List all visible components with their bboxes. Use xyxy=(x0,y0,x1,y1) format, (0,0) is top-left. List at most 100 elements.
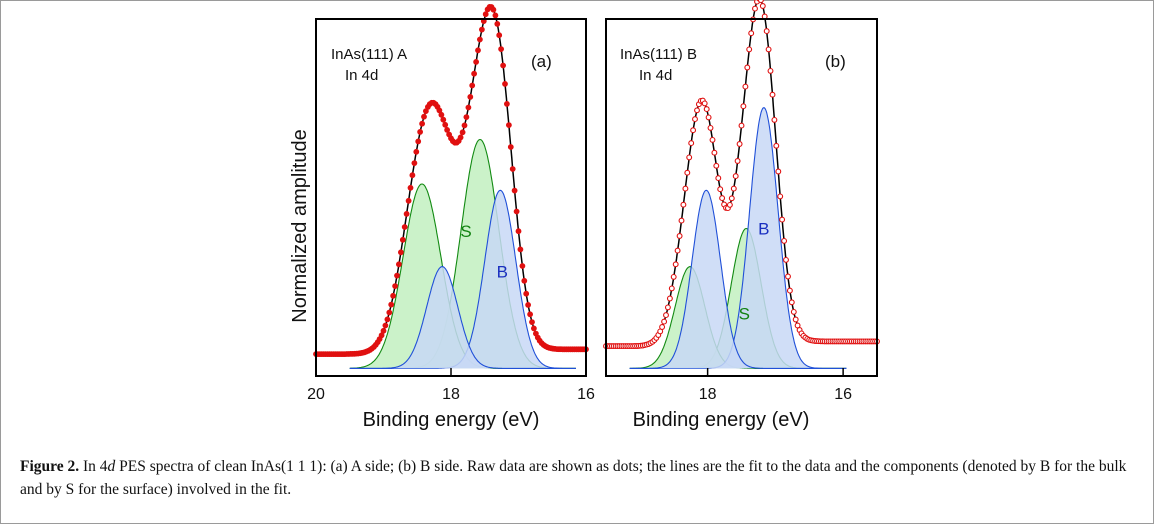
caption-figure-number: Figure 2. xyxy=(20,458,80,475)
panel-a-x-ticks: 20 18 16 xyxy=(307,368,595,403)
panel-a-data-point xyxy=(494,20,501,27)
panel-a-data-point xyxy=(492,12,499,19)
panel-b-data-point xyxy=(670,273,677,280)
panel-b-data-point xyxy=(703,106,710,113)
panel-a-data-point xyxy=(476,36,483,43)
panel-b-data-point xyxy=(734,158,741,164)
panel-b-data-point xyxy=(732,173,739,180)
panel-b-data-point xyxy=(790,308,797,315)
panel-a-data-point xyxy=(392,283,398,289)
panel-b-x-ticks: 18 16 xyxy=(699,368,852,403)
panel-a-bulk-label: B xyxy=(497,262,508,281)
panel-b-data-point xyxy=(767,67,774,74)
panel-a-data-point xyxy=(519,263,526,269)
panel-a-data-point xyxy=(527,311,533,318)
panel-a-data-point xyxy=(397,249,404,256)
panel-a-bulk-component-line xyxy=(349,266,576,369)
panel-b-data-point xyxy=(717,186,724,193)
panel-b-data-point xyxy=(785,273,791,280)
panel-a-data-point xyxy=(498,46,504,52)
panel-a-data-point xyxy=(521,277,528,284)
panel-b-data-point xyxy=(765,46,772,53)
panel-b-data-point xyxy=(715,175,722,182)
panel-b-data-point xyxy=(757,0,764,4)
panel-b-data-point xyxy=(779,216,786,223)
panel-a-data-point xyxy=(438,111,445,118)
panel-b-plot-frame xyxy=(605,18,878,377)
panel-b-data-point xyxy=(748,30,755,37)
panel-a-data-point xyxy=(531,325,537,332)
panel-b-data-point xyxy=(771,116,778,123)
panel-b-data-point xyxy=(674,247,681,254)
panel-b-data-point xyxy=(744,64,751,71)
panel-b-data-point xyxy=(692,116,698,123)
panel-b-data-point xyxy=(711,149,718,156)
panel-b-data-point xyxy=(676,233,683,239)
panel-b-data-point xyxy=(781,237,788,244)
panel-a-label: (a) xyxy=(531,52,552,71)
caption-text-start: In 4 xyxy=(79,458,108,475)
panel-a-data-point xyxy=(415,138,422,145)
panel-a-data-point xyxy=(384,316,391,323)
panel-b-data-point xyxy=(742,83,749,90)
panel-b-data-point xyxy=(678,217,685,224)
panel-b-data-point xyxy=(730,185,737,192)
caption-italic-d: d xyxy=(107,458,116,475)
panel-a-components: BS xyxy=(349,138,576,369)
panel-b-components: BS xyxy=(629,107,847,369)
panel-a-data-point xyxy=(417,128,423,135)
panel-b-data-point xyxy=(788,299,795,306)
panel-a-data-point xyxy=(517,246,524,253)
panel-b-data-points xyxy=(603,0,880,350)
panel-b-data-point xyxy=(726,201,733,208)
panel-b-data-point xyxy=(759,3,766,9)
panel-b-data-point xyxy=(777,193,784,200)
panel-b-data-point xyxy=(763,28,770,35)
panel-a-data-point xyxy=(529,319,535,325)
panel-a-data-point xyxy=(507,144,514,150)
panel-b-bulk-label: B xyxy=(758,219,769,238)
panel-a-data-point xyxy=(503,101,510,107)
panel-b-data-point xyxy=(752,5,758,12)
panel-b-bulk-component-line xyxy=(629,189,847,369)
panel-a-data-point xyxy=(394,272,400,279)
panel-a-x-tick-label: 16 xyxy=(577,386,595,403)
panel-a-data-point xyxy=(405,197,412,204)
panel-b-data-point xyxy=(682,185,689,192)
panel-a-bulk-component-area xyxy=(349,190,576,369)
panel-b-data-point xyxy=(684,169,691,176)
panel-b-data-point xyxy=(688,140,695,147)
panel-b-data-point xyxy=(728,195,735,202)
panel-a-data-point xyxy=(473,59,479,65)
panel-a-data-point xyxy=(490,6,497,13)
panel-a-data-point xyxy=(463,114,470,120)
figure-caption: Figure 2. In 4d PES spectra of clean InA… xyxy=(20,455,1135,501)
panel-a-data-point xyxy=(380,327,387,334)
panel-a-data-point xyxy=(469,82,476,89)
panel-b-data-point xyxy=(690,127,697,134)
panel-a-data-point xyxy=(475,47,481,54)
panel-b-data-point xyxy=(792,316,799,323)
panel-a-data-point xyxy=(442,121,449,128)
panel-b-data-point xyxy=(736,141,743,147)
panel-b-data-point xyxy=(746,46,753,53)
panel-b-data-point xyxy=(694,107,700,114)
panel-a-x-tick-label: 20 xyxy=(307,386,325,403)
panel-a-surface-label: S xyxy=(460,222,471,241)
panel-a-x-tick-label: 18 xyxy=(442,386,460,403)
panel-b-data-point xyxy=(705,114,712,121)
panel-b: BS 18 16 InAs(111) B In 4d (b) Binding en… xyxy=(603,0,880,431)
panel-a-data-point xyxy=(515,228,522,235)
panel-b-data-point xyxy=(663,312,669,319)
panel-b-data-point xyxy=(740,103,747,110)
panel-b-data-point xyxy=(661,318,668,325)
panel-a-data-point xyxy=(419,120,425,127)
panel-a-data-point xyxy=(401,224,408,230)
panel-a-data-point xyxy=(511,187,518,194)
panel-a-data-point xyxy=(471,70,477,77)
panel-a-data-point xyxy=(382,322,389,329)
panel-a-sample-label: InAs(111) A xyxy=(331,46,407,63)
panel-a-core-level-label: In 4d xyxy=(345,67,378,84)
panel-a-data-point xyxy=(386,309,393,316)
panel-a: BS 20 18 16 InAs(111) A In 4d (a) Binding … xyxy=(307,4,595,431)
